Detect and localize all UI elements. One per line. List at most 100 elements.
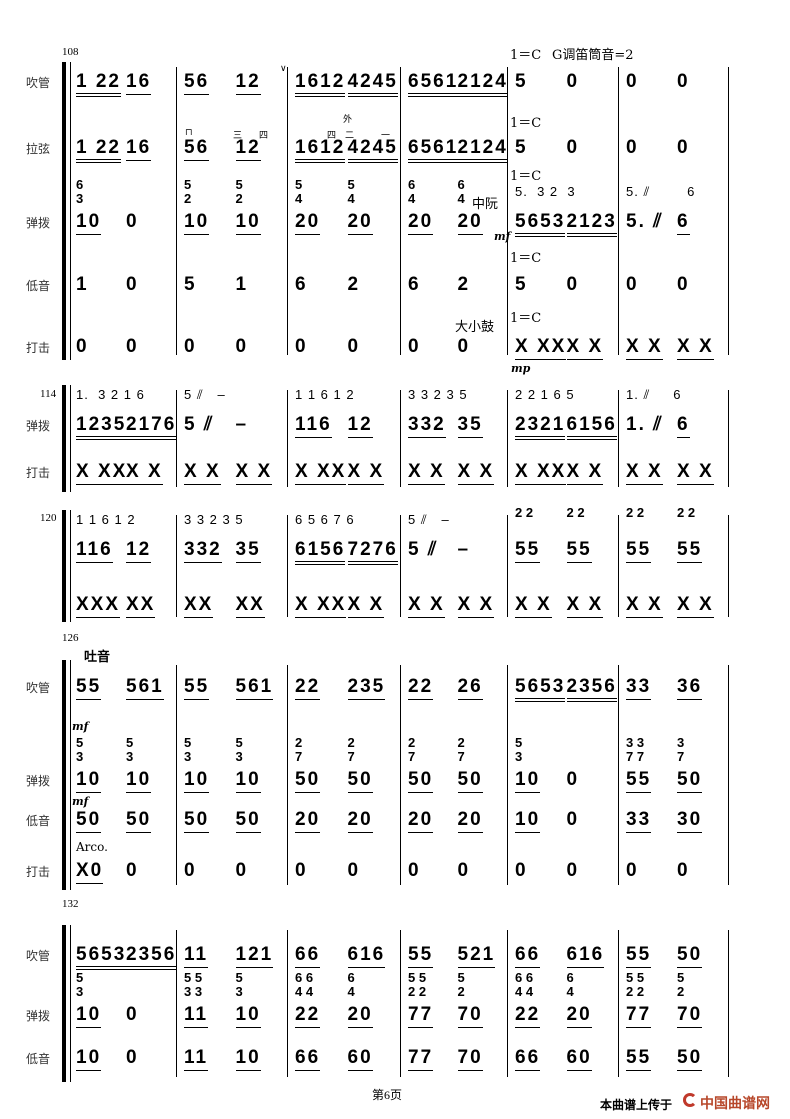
fingering-mark: 二 [345,131,355,141]
note-group: 16 [126,138,152,161]
note-group: 0 [126,336,139,357]
note-group: 55 [626,1048,652,1071]
note-group: 0 [515,860,528,881]
arco-mark: Arco. [76,840,108,854]
note-group: 66 [515,945,541,968]
note-group: 0 [184,336,197,357]
chord-notes: 2 7 [295,735,303,764]
system-bracket [62,385,70,492]
chord-notes: 3 3 7 7 [626,735,645,764]
ossia-line: 5 ⫽ – [408,512,450,527]
note-group: 6156 [566,415,617,440]
site-logo-text[interactable]: 中国曲谱网 [700,1095,770,1111]
note-group: 16 [126,72,152,95]
system-bracket [62,62,70,360]
barline [176,515,177,617]
note-group: 26 [457,677,483,700]
chord-notes: 6 6 4 4 [515,970,534,999]
note-group: 1 [235,274,249,295]
note-group: X X [184,462,221,485]
note-group: 50 [76,810,102,833]
note-group: 0 [677,137,690,158]
note-group: 0 [566,71,580,92]
note-group: 20 [347,212,373,235]
site-logo-icon [683,1093,697,1107]
note-group: 0 [626,71,639,92]
note-group: 116 [76,540,113,563]
note-group: 332 [408,415,446,438]
staff-label: 吹管 [26,949,51,963]
note-group: – [457,539,471,560]
dynamic-mark: mf [494,230,511,243]
note-group: 0 [295,860,308,881]
ossia-line: 1. 3 2 1 6 [76,387,145,402]
note-group: 77 [626,1005,652,1028]
note-group: 10 [235,770,261,793]
chord-notes: 5 5 2 2 [626,970,645,999]
note-group: 55 [626,945,652,968]
ossia-line: 2 2 1 6 5 [515,387,575,402]
note-group: 35 [457,415,483,438]
note-group: 22 [515,1005,541,1028]
note-group: 30 [677,810,703,833]
instrument-note-zhongruan: 中阮 [472,197,499,212]
note-group: 10 [235,212,261,235]
note-group: 10 [76,770,102,793]
chord-notes: 6 4 [566,970,574,999]
staff-label: 弹拨 [26,216,51,230]
note-group: 616 [566,945,605,968]
key-signature: 1＝C [510,169,542,184]
note-group: 50 [408,770,434,793]
note-group: 2 [457,274,471,295]
barline [176,665,177,885]
note-group: X X [235,462,273,485]
chord-notes: 5 5 2 2 [408,970,427,999]
note-group: 0 [566,137,580,158]
note-group: X X [515,595,552,618]
note-group: 561 [126,677,164,700]
note-group: 22 [295,677,321,700]
staff-label: 弹拨 [26,419,51,433]
fingering-mark: 一 [381,131,391,141]
chord-notes: 2 7 [347,735,355,764]
barline [287,390,288,487]
barline [176,390,177,487]
chord-notes: 5 4 [347,177,355,206]
note-group: 50 [677,770,703,793]
system-bracket [62,660,70,890]
chord-notes: 5 3 [126,735,134,764]
note-group: 0 [457,336,471,357]
chord-notes: 5 3 [515,735,523,764]
note-group: 2 [347,274,361,295]
barline [507,665,508,885]
ossia-line: 3 3 2 3 5 [408,387,468,402]
note-group: 36 [677,677,703,700]
note-group: 56 [184,72,210,95]
note-group: X X [677,337,714,360]
note-group: 11 [184,945,209,968]
note-group: 0 [566,769,580,790]
note-group: X X [457,462,495,485]
note-group: 2123 [566,212,617,237]
fingering-mark: 四 [259,131,269,141]
barline [70,385,71,492]
note-group: 20 [457,810,483,833]
note-group: 0 [408,860,421,881]
fingering-mark: 三 [233,131,243,141]
barline [400,67,401,355]
note-group: 20 [295,810,321,833]
chord-notes: 5 2 [457,970,465,999]
note-group: X X [408,462,445,485]
note-group: 77 [408,1048,434,1071]
note-group: 55 [626,770,652,793]
chord-notes: 2 2 [677,505,696,520]
note-group: 2124 [457,72,508,97]
barline [618,67,619,355]
note-group: 10 [515,770,541,793]
chord-notes: 5 5 3 3 [184,970,203,999]
note-group: 55 [408,945,434,968]
barline [176,67,177,355]
chord-notes: 2 2 [566,505,585,520]
ossia-line: 5. 3 2 3 [515,184,576,199]
note-group: 0 [408,336,421,357]
